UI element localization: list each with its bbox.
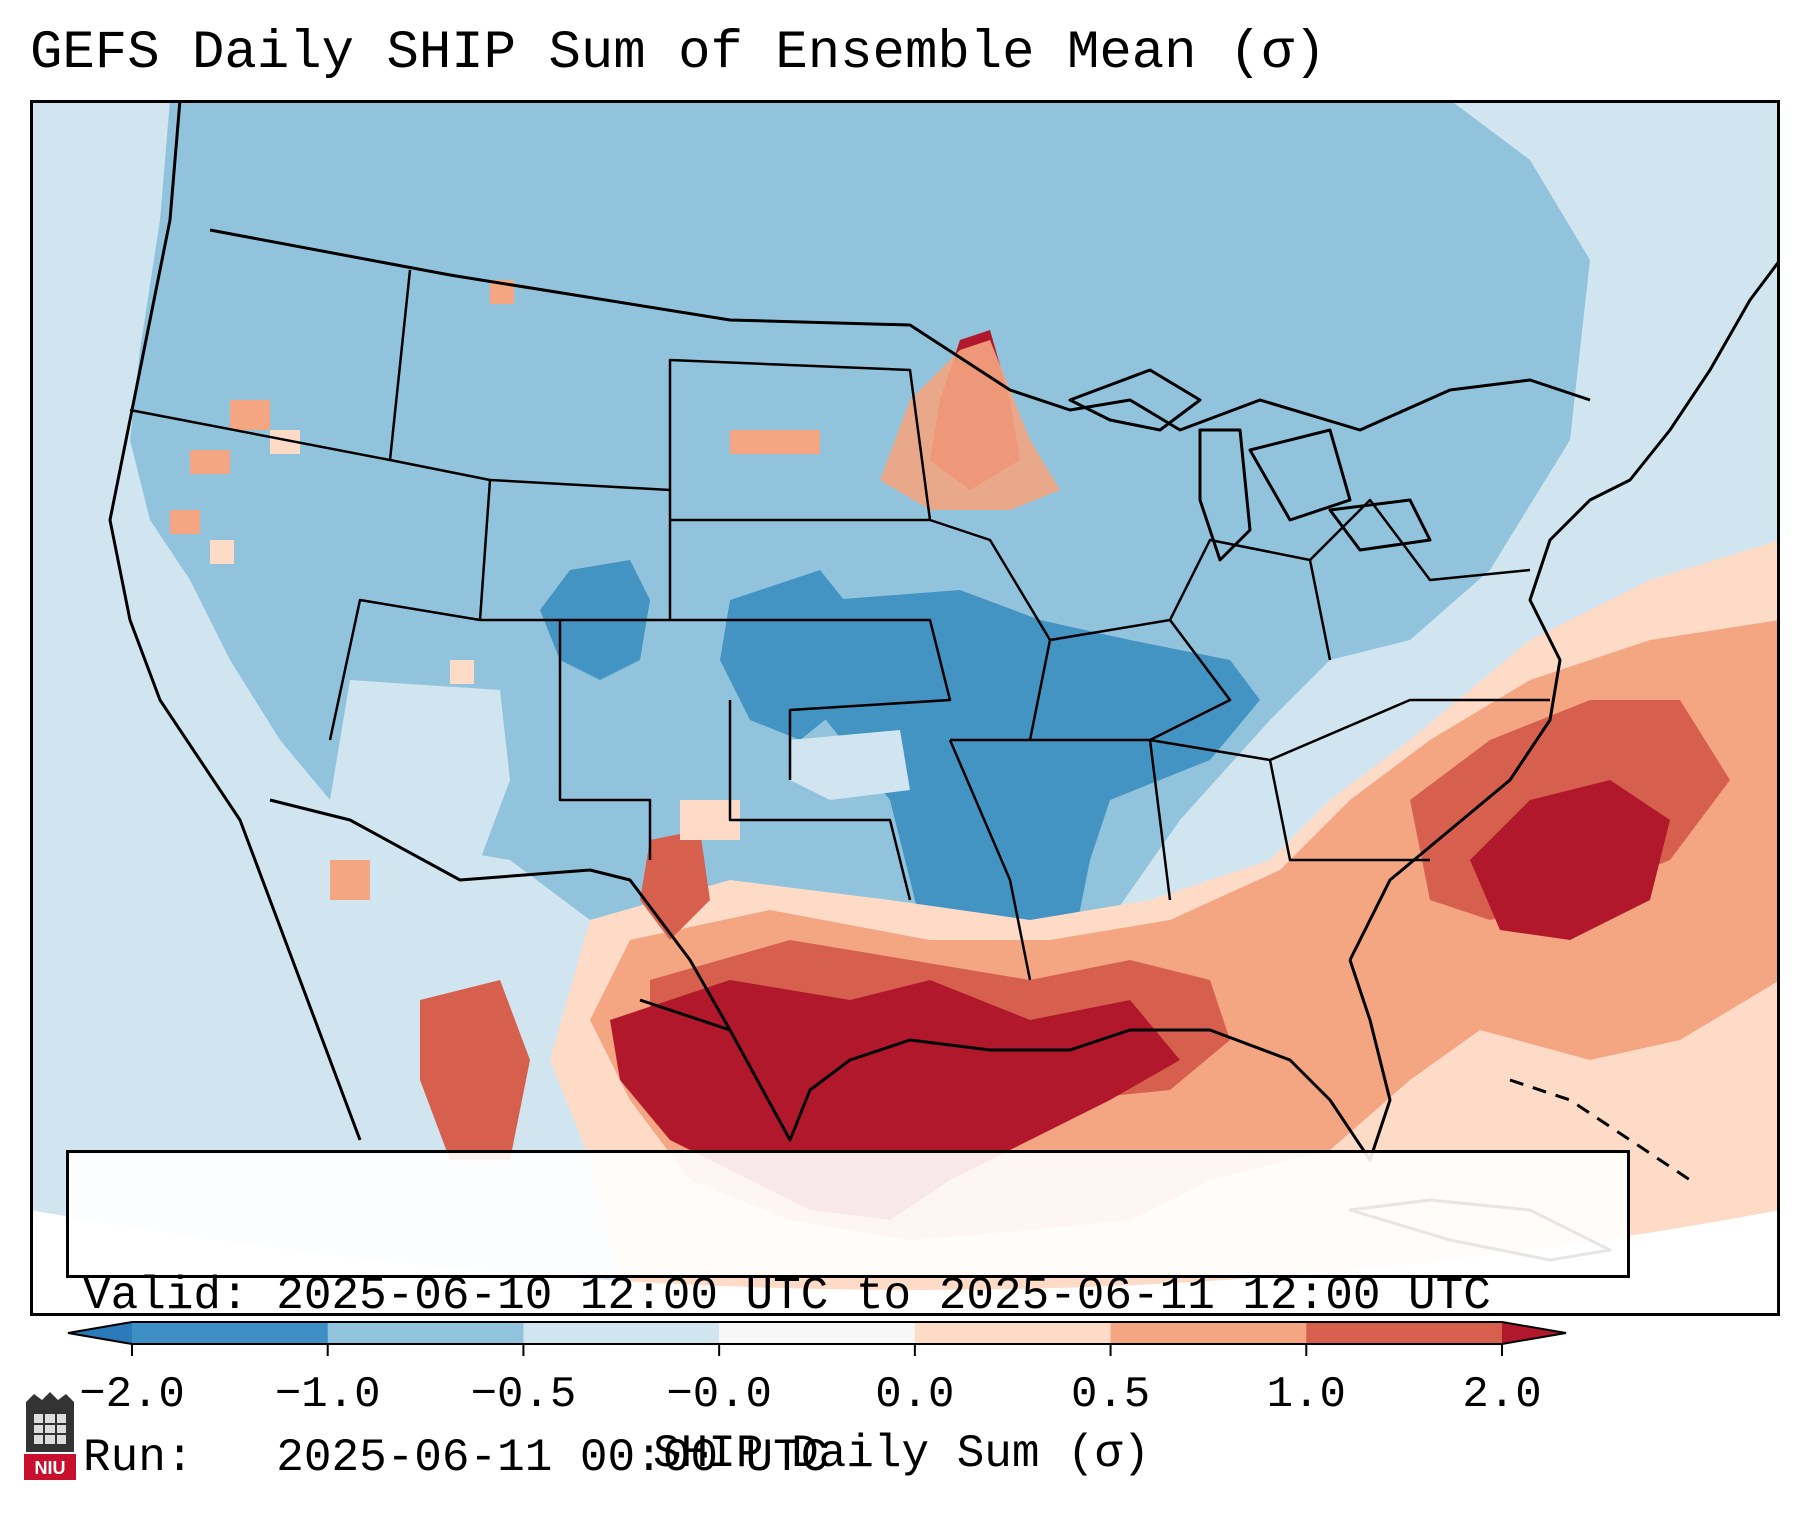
validity-info-box: Valid: 2025-06-10 12:00 UTC to 2025-06-1… [66, 1150, 1630, 1484]
field-light-southwest [330, 680, 510, 860]
run-label: Run: [83, 1432, 194, 1484]
map-frame [30, 100, 1780, 1316]
atlantic-coastline [1348, 259, 1780, 961]
field-scattered-warm-northwest [170, 280, 820, 900]
valid-line: Valid: 2025-06-10 12:00 UTC to 2025-06-1… [83, 1269, 1613, 1323]
field-light-oklahoma [790, 730, 910, 800]
colorbar-bin [1306, 1322, 1503, 1344]
bahamas [1509, 1078, 1691, 1182]
state-lines [129, 269, 1550, 981]
run-value: 2025-06-11 00:00 UTC [276, 1432, 829, 1484]
colorbar-bin [132, 1322, 329, 1344]
logo-text: NIU [35, 1458, 66, 1478]
field-pos-1-west-tx [640, 830, 710, 940]
colorbar-tick-label: 1.0 [1267, 1370, 1346, 1420]
great-lakes [1068, 368, 1432, 562]
valid-value: 2025-06-10 12:00 UTC to 2025-06-11 12:00… [276, 1270, 1491, 1322]
colorbar-tick-label: 0.5 [1071, 1370, 1150, 1420]
pacific-coastline [108, 100, 362, 1141]
valid-label: Valid: [83, 1270, 249, 1322]
us-canada-border [209, 228, 1591, 432]
colorbar-bin [1110, 1322, 1307, 1344]
figure-title: GEFS Daily SHIP Sum of Ensemble Mean (σ) [30, 23, 1327, 84]
colorbar-label: SHIP Daily Sum (σ) [653, 1428, 1150, 1480]
run-line: Run: 2025-06-11 00:00 UTC [83, 1431, 1613, 1485]
colorbar-tick-label: −0.0 [666, 1370, 772, 1420]
colorbar-tick-label: −0.5 [471, 1370, 577, 1420]
colorbar-tick-label: 2.0 [1462, 1370, 1541, 1420]
us-mexico-border [269, 798, 732, 1031]
gulf-coastline [639, 959, 1392, 1162]
field-neg-2-kansas [720, 570, 860, 740]
colorbar-svg: −2.0 −1.0 −0.5 −0.0 0.0 0.5 1.0 2.0 [67, 1321, 1567, 1420]
outside-domain-arc [30, 1210, 1780, 1316]
colorbar-tick-label: 0.0 [875, 1370, 954, 1420]
colorbar-bin [327, 1322, 524, 1344]
colorbar-bin [523, 1322, 720, 1344]
field-neg-2-missouri [790, 590, 1260, 980]
colorbar-extend-low [68, 1322, 132, 1344]
field-pos-2-atlantic [1470, 780, 1670, 940]
boundary-lines [108, 100, 1780, 1262]
colorbar-extend-high [1502, 1322, 1566, 1344]
map-panel[interactable] [30, 100, 1780, 1316]
map-canvas [30, 100, 1780, 1316]
colorbar-tick-label: −1.0 [275, 1370, 381, 1420]
colorbar-bin [719, 1322, 916, 1344]
niu-logo-icon: NIU [24, 1392, 76, 1480]
niu-logo: NIU [20, 1390, 80, 1490]
field-pos-2-mexico [420, 980, 530, 1160]
colorbar-bin [914, 1322, 1112, 1344]
field-pos-1-minnesota-ring [880, 340, 1060, 510]
colorbar-tick-label: −2.0 [79, 1370, 185, 1420]
colorbar: −2.0 −1.0 −0.5 −0.0 0.0 0.5 1.0 2.0 [66, 1318, 1742, 1528]
